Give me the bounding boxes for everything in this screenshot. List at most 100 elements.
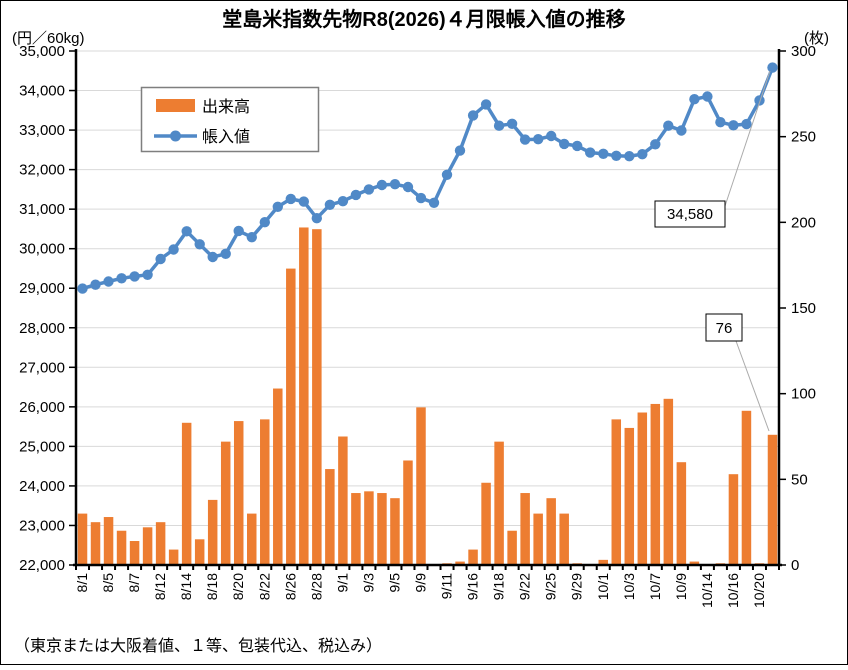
- x-axis-tick-label: 9/5: [387, 573, 403, 593]
- x-axis-tick-label: 9/22: [517, 573, 533, 600]
- volume-bar: [351, 493, 361, 565]
- volume-bar: [533, 513, 543, 565]
- right-axis-tick-label: 150: [791, 300, 816, 317]
- volume-bar: [194, 539, 205, 565]
- last-volume-callout-box: [705, 313, 743, 342]
- left-axis-tick-label: 28,000: [19, 320, 65, 337]
- x-axis-tick-label: 9/18: [491, 573, 507, 600]
- price-point-marker: [663, 120, 674, 131]
- left-axis-tick-label: 32,000: [19, 162, 65, 179]
- x-axis-tick-label: 10/7: [647, 573, 663, 600]
- x-axis-tick-label: 10/20: [751, 573, 767, 608]
- left-axis-tick-label: 22,000: [19, 557, 65, 574]
- price-point-marker: [311, 213, 322, 224]
- price-point-marker: [389, 179, 401, 190]
- price-legend-marker-swatch: [170, 130, 181, 142]
- x-axis-tick-label: 9/29: [569, 573, 585, 600]
- price-point-marker: [624, 151, 635, 162]
- right-axis-tick-label: 50: [791, 471, 808, 488]
- x-axis-tick-label: 8/18: [204, 573, 220, 600]
- price-point-marker: [259, 217, 270, 228]
- price-point-marker: [689, 94, 700, 105]
- x-axis-tick-label: 9/25: [543, 573, 559, 600]
- price-point-marker: [741, 118, 752, 130]
- volume-bar: [507, 530, 517, 565]
- right-axis-tick-label: 200: [791, 214, 816, 231]
- volume-bar: [611, 419, 622, 565]
- volume-bar: [207, 499, 218, 565]
- volume-bar: [481, 482, 491, 565]
- x-axis-tick-label: 8/1: [74, 573, 90, 593]
- price-point-marker: [728, 120, 739, 131]
- volume-bar: [90, 522, 101, 565]
- volume-bar: [129, 541, 140, 565]
- price-point-marker: [506, 118, 518, 129]
- x-axis-tick-label: 8/26: [282, 573, 298, 600]
- left-axis-tick-label: 25,000: [19, 438, 65, 455]
- volume-bar: [676, 462, 687, 565]
- price-point-marker: [90, 279, 101, 290]
- price-point-marker: [337, 196, 349, 207]
- price-point-marker: [350, 189, 362, 201]
- price-point-marker: [285, 193, 296, 205]
- price-point-marker: [467, 110, 479, 121]
- price-point-marker: [181, 226, 192, 237]
- price-point-marker: [611, 150, 622, 161]
- volume-bar: [663, 398, 674, 565]
- price-point-marker: [559, 138, 570, 150]
- volume-bar: [377, 493, 387, 565]
- price-point-marker: [428, 197, 440, 208]
- price-point-marker: [754, 95, 765, 106]
- volume-bar: [494, 441, 504, 565]
- price-point-marker: [533, 134, 544, 145]
- last-price-leader-line: [724, 70, 771, 207]
- price-point-marker: [220, 248, 231, 259]
- last-volume-leader-line: [735, 340, 770, 432]
- price-point-marker: [676, 125, 687, 136]
- volume-bar: [273, 388, 283, 565]
- volume-bar: [767, 434, 778, 565]
- last-price-annotation: 34,580: [654, 70, 771, 228]
- volume-bar: [181, 422, 192, 565]
- x-axis-tick-label: 10/16: [725, 573, 741, 608]
- footer-note: （東京または大阪着値、１等、包装代込、税込み）: [14, 637, 382, 655]
- volume-bar: [286, 268, 296, 565]
- x-axis-tick-label: 8/28: [308, 573, 324, 600]
- left-axis-unit-label: (円／60kg): [12, 30, 85, 47]
- axes-layer: [69, 49, 786, 570]
- x-axis-tick-label: 10/3: [621, 573, 637, 600]
- volume-bar: [338, 436, 348, 565]
- x-axis-tick-label: 10/9: [673, 573, 689, 600]
- x-axis-tick-label: 10/14: [699, 573, 715, 608]
- x-axis-tick-label: 8/12: [152, 573, 168, 600]
- x-axis-tick-label: 9/1: [334, 573, 350, 593]
- volume-bar: [168, 549, 179, 565]
- price-point-marker: [77, 283, 88, 294]
- volume-bar: [637, 412, 648, 565]
- x-axis-tick-label: 8/14: [178, 573, 194, 600]
- volume-bars-layer: [77, 227, 778, 565]
- legend-box: [140, 86, 320, 153]
- price-point-marker: [103, 276, 114, 287]
- price-point-marker: [168, 244, 179, 255]
- right-axis-tick-label: 300: [791, 43, 816, 60]
- right-axis-unit-label: (枚): [804, 30, 829, 47]
- left-axis-tick-label: 23,000: [19, 517, 65, 534]
- price-point-marker: [207, 251, 218, 263]
- price-point-marker: [480, 99, 492, 110]
- legend: 出来高 帳入値: [140, 86, 320, 153]
- axis-labels-layer: 22,000 23,000 24,000 25,000 26,000 27,000 28,0…: [19, 43, 816, 608]
- volume-bar: [312, 229, 322, 565]
- price-legend-label: 帳入値: [202, 128, 250, 146]
- right-axis-tick-label: 100: [791, 386, 816, 403]
- price-point-marker: [715, 117, 726, 128]
- price-point-marker: [637, 149, 648, 160]
- price-point-marker: [272, 201, 283, 212]
- left-axis-tick-label: 29,000: [19, 280, 65, 297]
- price-point-marker: [298, 196, 309, 207]
- volume-bar: [403, 460, 413, 565]
- left-axis-tick-label: 30,000: [19, 241, 65, 258]
- x-axis-tick-label: 9/16: [465, 573, 481, 600]
